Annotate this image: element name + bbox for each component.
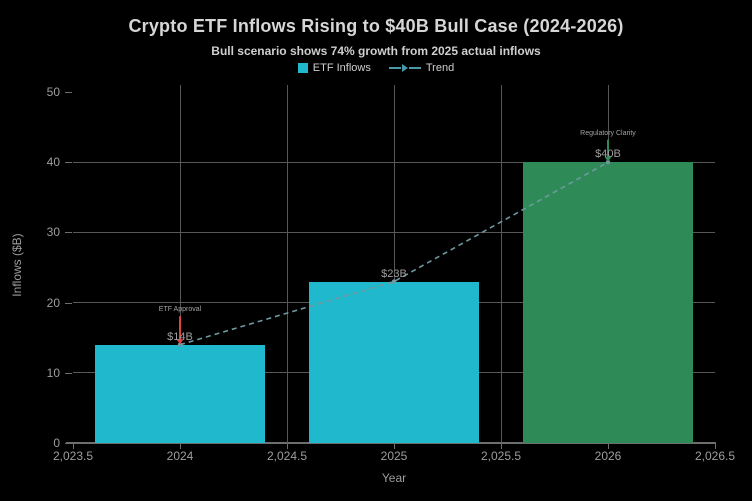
- x-tick-label: 2026: [594, 449, 622, 463]
- x-tick-mark: [715, 443, 716, 449]
- vertical-gridline: [286, 85, 288, 443]
- annotation-arrowhead: [604, 156, 612, 162]
- bar-value-label: $40B: [595, 148, 621, 161]
- bar-2026: [523, 162, 693, 443]
- vertical-gridline: [393, 85, 395, 443]
- chart-legend: ETF Inflows Trend: [0, 60, 752, 76]
- y-tick-mark: [65, 443, 72, 444]
- annotation-arrowhead: [176, 339, 184, 345]
- chart-title: Crypto ETF Inflows Rising to $40B Bull C…: [128, 16, 624, 36]
- chart-subtitle: Bull scenario shows 74% growth from 2025…: [211, 44, 541, 58]
- x-tick-mark: [501, 443, 502, 449]
- x-tick-label: 2,023.5: [52, 449, 94, 463]
- y-tick-label: 20: [46, 295, 60, 310]
- x-axis-line: [66, 442, 716, 444]
- trend-marker: [605, 160, 611, 165]
- legend-trend-glyph: [388, 64, 421, 72]
- y-tick-label: 50: [46, 85, 60, 100]
- y-tick-mark: [65, 162, 72, 164]
- y-axis-title: Inflows ($B): [10, 233, 24, 297]
- x-tick-label: 2025: [380, 449, 408, 463]
- trend-line: [179, 161, 609, 346]
- vertical-gridline: [500, 85, 502, 443]
- legend-swatch-square: [297, 63, 308, 73]
- y-tick-mark: [65, 232, 72, 234]
- x-tick-label: 2,026.5: [694, 449, 736, 463]
- x-tick-label: 2,024.5: [266, 449, 308, 463]
- legend-dash: [388, 67, 401, 69]
- annotation-label: Regulatory Clarity: [580, 129, 636, 137]
- trend-marker: [177, 342, 183, 347]
- x-tick-mark: [608, 443, 609, 449]
- legend-label: ETF Inflows: [312, 62, 371, 74]
- x-tick-mark: [394, 443, 395, 449]
- y-tick-label: 10: [46, 365, 60, 380]
- x-tick-mark: [180, 443, 181, 449]
- y-tick-mark: [65, 372, 72, 374]
- annotation-label: ETF Approval: [158, 306, 202, 314]
- bar-value-label: $23B: [381, 267, 407, 280]
- bar-value-label: $14B: [167, 330, 193, 343]
- horizontal-gridline: [73, 161, 715, 163]
- vertical-gridline: [179, 85, 181, 443]
- legend-label: Trend: [425, 62, 455, 74]
- x-tick-label: 2,025.5: [480, 449, 522, 463]
- y-tick-mark: [65, 92, 72, 94]
- x-axis-title: Year: [381, 471, 407, 485]
- y-tick-mark: [65, 302, 72, 304]
- plot-area: $14B $23B $40B ETF Approval Regulatory Clari…: [73, 85, 715, 443]
- x-tick-label: 2024: [166, 449, 194, 463]
- trend-line-layer: [176, 139, 612, 347]
- y-tick-label: 30: [46, 225, 60, 240]
- trend-marker: [391, 279, 397, 284]
- x-tick-mark: [287, 443, 288, 449]
- horizontal-gridline: [73, 231, 715, 233]
- legend-arrow-icon: [401, 64, 408, 72]
- y-tick-label: 40: [46, 155, 60, 170]
- legend-item: Trend: [388, 62, 455, 74]
- bar-2025: [309, 281, 479, 443]
- bar-2024: [95, 344, 265, 443]
- legend-item: ETF Inflows: [297, 62, 371, 74]
- x-tick-mark: [73, 443, 74, 449]
- y-tick-label: 0: [53, 436, 60, 450]
- legend-dash: [408, 67, 421, 69]
